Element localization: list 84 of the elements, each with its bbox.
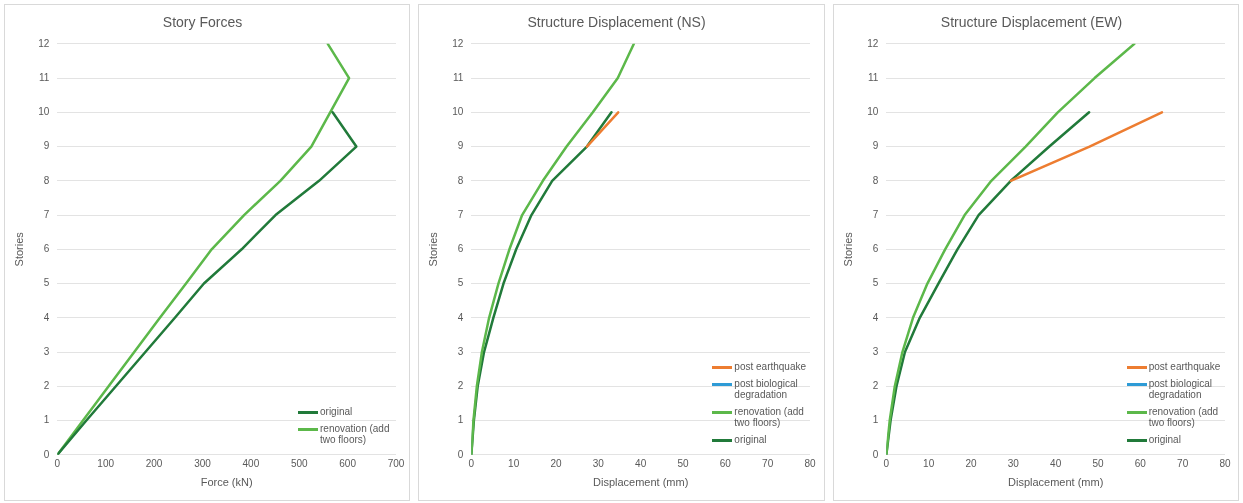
y-tick-label: 2 xyxy=(872,380,879,392)
y-tick-label: 6 xyxy=(43,243,50,255)
x-tick-label: 80 xyxy=(1219,457,1231,469)
chart-title: Structure Displacement (EW) xyxy=(940,14,1122,31)
y-tick-label: 12 xyxy=(38,37,50,49)
x-tick-label: 0 xyxy=(468,457,475,469)
y-tick-label: 2 xyxy=(458,380,465,392)
y-tick-label: 5 xyxy=(872,277,879,289)
y-tick-label: 12 xyxy=(452,37,465,49)
x-tick-label: 20 xyxy=(550,457,563,469)
y-tick-label: 4 xyxy=(458,311,465,323)
y-axis-title: Stories xyxy=(426,231,439,267)
x-tick-label: 200 xyxy=(145,457,163,469)
x-tick-label: 0 xyxy=(883,457,890,469)
x-tick-label: 10 xyxy=(508,457,520,469)
y-tick-label: 1 xyxy=(43,414,50,426)
y-tick-label: 3 xyxy=(43,345,50,357)
y-tick-label: 0 xyxy=(43,448,50,460)
y-tick-label: 7 xyxy=(458,208,465,220)
legend-label: post biological degradation xyxy=(1148,377,1214,400)
x-tick-label: 80 xyxy=(804,457,817,469)
x-tick-label: 600 xyxy=(339,457,357,469)
x-tick-label: 10 xyxy=(922,457,935,469)
x-tick-label: 40 xyxy=(1049,457,1062,469)
x-tick-label: 70 xyxy=(1176,457,1189,469)
y-tick-label: 6 xyxy=(458,243,465,255)
chart-title: Story Forces xyxy=(162,14,243,31)
y-tick-label: 10 xyxy=(452,106,465,118)
y-tick-label: 8 xyxy=(458,174,465,186)
legend-label: post biological degradation xyxy=(734,377,799,400)
y-tick-label: 1 xyxy=(458,414,465,426)
y-tick-label: 8 xyxy=(872,174,879,186)
y-tick-label: 0 xyxy=(872,448,879,460)
y-tick-label: 7 xyxy=(43,208,50,220)
y-axis-title: Stories xyxy=(12,231,25,267)
y-axis-title: Stories xyxy=(841,231,854,267)
x-tick-label: 70 xyxy=(762,457,774,469)
y-tick-label: 10 xyxy=(866,106,879,118)
y-tick-label: 12 xyxy=(866,37,879,49)
legend-label: original xyxy=(734,433,767,445)
y-tick-label: 11 xyxy=(453,71,465,83)
legend-label: post earthquake xyxy=(1148,360,1221,372)
y-tick-label: 4 xyxy=(43,311,50,323)
y-tick-label: 4 xyxy=(872,311,879,323)
x-axis-title: Displacement (mm) xyxy=(1007,476,1103,489)
legend-label: renovation (add two floors) xyxy=(734,405,805,428)
x-tick-label: 20 xyxy=(965,457,977,469)
y-tick-label: 9 xyxy=(458,140,465,152)
y-tick-label: 1 xyxy=(872,414,879,426)
y-tick-label: 0 xyxy=(458,448,465,460)
x-tick-label: 30 xyxy=(593,457,605,469)
legend-label: original xyxy=(320,405,353,417)
x-tick-label: 50 xyxy=(677,457,690,469)
x-tick-label: 500 xyxy=(290,457,309,469)
y-tick-label: 7 xyxy=(872,208,879,220)
y-tick-label: 11 xyxy=(867,71,879,83)
x-tick-label: 60 xyxy=(1134,457,1146,469)
legend-label: renovation (add two floors) xyxy=(320,422,391,445)
x-tick-label: 400 xyxy=(242,457,260,469)
y-tick-label: 9 xyxy=(872,140,879,152)
x-tick-label: 40 xyxy=(635,457,647,469)
y-tick-label: 6 xyxy=(872,243,879,255)
x-axis-title: Displacement (mm) xyxy=(593,476,689,489)
x-tick-label: 50 xyxy=(1092,457,1104,469)
y-tick-label: 8 xyxy=(43,174,50,186)
y-tick-label: 2 xyxy=(43,380,50,392)
y-tick-label: 11 xyxy=(38,71,50,83)
x-tick-label: 700 xyxy=(387,457,405,469)
legend-label: original xyxy=(1148,433,1181,445)
x-tick-label: 30 xyxy=(1007,457,1019,469)
y-tick-label: 5 xyxy=(458,277,465,289)
x-tick-label: 300 xyxy=(194,457,212,469)
x-tick-label: 0 xyxy=(54,457,61,469)
x-tick-label: 60 xyxy=(720,457,732,469)
y-tick-label: 5 xyxy=(43,277,50,289)
y-tick-label: 3 xyxy=(872,345,879,357)
x-tick-label: 100 xyxy=(97,457,115,469)
legend-label: renovation (add two floors) xyxy=(1148,405,1220,428)
x-axis-title: Force (kN) xyxy=(200,476,253,489)
y-tick-label: 3 xyxy=(458,345,465,357)
chart-title: Structure Displacement (NS) xyxy=(527,14,706,31)
legend-label: post earthquake xyxy=(734,360,807,372)
y-tick-label: 10 xyxy=(38,106,50,118)
y-tick-label: 9 xyxy=(43,140,50,152)
